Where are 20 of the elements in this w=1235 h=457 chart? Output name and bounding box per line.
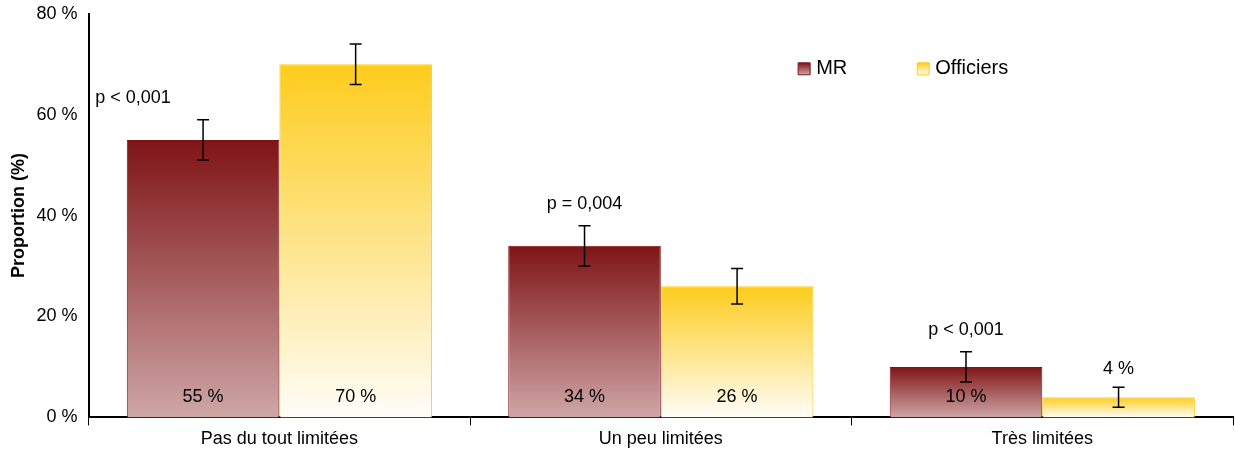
annotation: p = 0,004	[546, 192, 623, 213]
legend-label: Officiers	[935, 56, 1009, 79]
y-tick-label: 0 %	[46, 406, 78, 427]
legend-label: MR	[816, 56, 848, 79]
y-axis-title: Proportion (%)	[7, 153, 28, 279]
y-tick-label: 20 %	[36, 305, 78, 326]
x-tick-label: Très limitées	[991, 428, 1093, 449]
y-tick-label: 40 %	[36, 204, 78, 225]
annotation: p < 0,001	[928, 318, 1004, 339]
x-tick-label: Un peu limitées	[598, 428, 723, 449]
y-tick-label: 60 %	[36, 103, 78, 124]
data-label: 26 %	[716, 386, 758, 407]
data-label: 34 %	[564, 386, 606, 407]
x-tick-label: Pas du tout limitées	[200, 428, 358, 449]
data-label: 55 %	[182, 386, 224, 407]
data-label: 4 %	[1103, 358, 1135, 379]
data-label: 10 %	[945, 386, 987, 407]
annotation: p < 0,001	[95, 86, 171, 107]
y-tick-label: 80 %	[36, 2, 78, 23]
data-label: 70 %	[335, 386, 377, 407]
